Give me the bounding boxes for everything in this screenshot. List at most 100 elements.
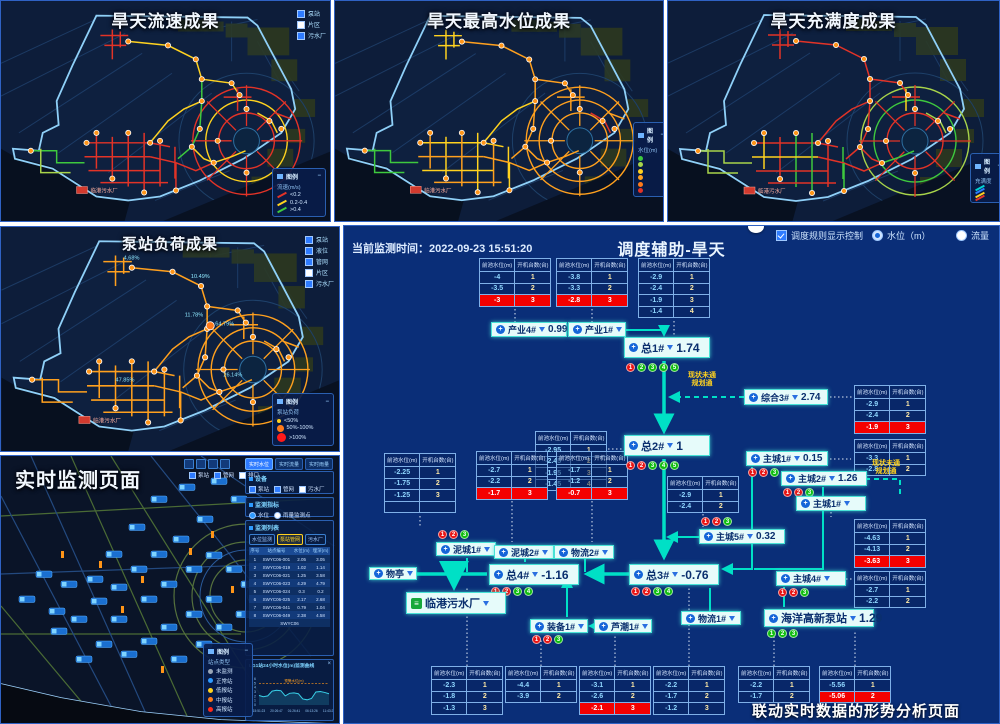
station-node-wl1[interactable]: + 物流1# <box>681 611 741 625</box>
pump-station-marker[interactable] <box>498 42 505 49</box>
monitor-station-pill[interactable] <box>215 623 233 631</box>
station-node-nc1[interactable]: + 泥城1# <box>436 542 496 556</box>
pump-station-marker[interactable] <box>777 175 784 182</box>
pump-station-marker[interactable] <box>878 159 885 166</box>
chevron-down-icon[interactable] <box>824 576 831 581</box>
unit-status-on[interactable]: 3 <box>460 530 469 539</box>
station-node-z3[interactable]: + 总3# -0.76 <box>629 564 719 585</box>
zoom-out-icon[interactable] <box>196 459 206 469</box>
unit-status-on[interactable]: 3 <box>789 629 798 638</box>
pump-station-marker[interactable] <box>761 129 768 136</box>
monitor-station-pill[interactable] <box>120 650 138 658</box>
rule-display-checkbox[interactable] <box>776 230 787 241</box>
pump-station-marker[interactable] <box>161 366 168 373</box>
unit-status-off[interactable]: 2 <box>759 468 768 477</box>
pump-station-marker[interactable] <box>530 125 537 132</box>
pump-station-marker[interactable] <box>165 42 171 49</box>
collapse-icon[interactable]: − <box>317 173 321 179</box>
layer-toggle[interactable]: 液位 <box>304 246 334 255</box>
chevron-down-icon[interactable] <box>850 615 856 621</box>
metric-level-option[interactable]: 水位（m） <box>872 229 931 242</box>
station-node-nc2[interactable]: + 泥城2# <box>494 545 554 559</box>
monitor-row[interactable]: 5 SWYC06-024 0.3 0.2 <box>249 587 330 595</box>
pump-station-marker[interactable] <box>266 117 273 124</box>
monitor-tab[interactable]: 实时水位 <box>245 458 274 470</box>
layer-checkbox[interactable] <box>304 268 313 277</box>
unit-status-off[interactable]: 2 <box>543 635 552 644</box>
pump-station-marker[interactable] <box>417 139 424 146</box>
chevron-down-icon[interactable] <box>532 572 539 577</box>
station-node-cy1[interactable]: + 产业1# <box>568 322 626 337</box>
unit-status-on[interactable]: 2 <box>778 629 787 638</box>
pump-station-marker[interactable] <box>128 264 135 271</box>
unit-status-off[interactable]: 2 <box>637 461 646 470</box>
monitor-station-pill[interactable] <box>35 570 53 578</box>
map-canvas[interactable]: 临港污水厂 <box>335 1 664 222</box>
pump-station-marker[interactable] <box>694 147 701 154</box>
pump-station-marker[interactable] <box>522 143 529 150</box>
monitor-station-pill[interactable] <box>110 615 128 623</box>
monitor-row[interactable]: 6 SWYC06-025 2.17 2.68 <box>249 595 330 603</box>
unit-status-off[interactable]: 2 <box>642 587 651 596</box>
pump-station-marker[interactable] <box>216 388 223 395</box>
layer-checkbox[interactable] <box>296 31 305 40</box>
flow-radio[interactable] <box>956 230 967 241</box>
unit-status-off[interactable]: 2 <box>502 587 511 596</box>
pump-station-marker[interactable] <box>480 139 487 146</box>
unit-status-on[interactable]: 3 <box>800 588 809 597</box>
zoom-in-icon[interactable] <box>184 459 194 469</box>
station-node-zc5[interactable]: + 主城5# 0.32 <box>699 529 785 544</box>
station-node-zc1a[interactable]: + 主城1# 0.15 <box>746 451 828 466</box>
chevron-down-icon[interactable] <box>602 549 609 555</box>
monitor-station-pill[interactable] <box>225 565 243 573</box>
chevron-down-icon[interactable] <box>542 549 549 555</box>
monitor-station-pill[interactable] <box>18 595 36 603</box>
locate-icon[interactable] <box>208 459 218 469</box>
unit-status-off[interactable]: 1 <box>626 461 635 470</box>
unit-status-on[interactable]: 3 <box>513 587 522 596</box>
chevron-down-icon[interactable] <box>483 600 489 606</box>
pump-station-marker[interactable] <box>249 399 257 406</box>
pump-station-marker[interactable] <box>147 139 154 146</box>
unit-status-on[interactable]: 3 <box>723 517 732 526</box>
pump-station-marker[interactable] <box>866 98 873 105</box>
pump-station-marker[interactable] <box>599 117 606 124</box>
monitor-station-pill[interactable] <box>105 550 123 558</box>
unit-status-off[interactable]: 1 <box>532 635 541 644</box>
station-node-zh3[interactable]: + 综合3# 2.74 <box>744 389 828 405</box>
device-checkbox[interactable] <box>299 485 307 493</box>
unit-status-off[interactable]: 2 <box>449 530 458 539</box>
layer-toggle[interactable]: 污水厂 <box>296 31 326 40</box>
pump-station-marker[interactable] <box>856 143 863 150</box>
monitor-station-pill[interactable] <box>205 595 223 603</box>
pump-station-marker[interactable] <box>548 137 555 144</box>
pump-station-marker[interactable] <box>177 417 184 424</box>
pump-station-marker[interactable] <box>157 137 164 144</box>
pump-station-marker[interactable] <box>202 354 209 361</box>
pump-station-marker[interactable] <box>911 106 918 113</box>
map-layer-toggle[interactable]: 泵站 <box>189 471 209 479</box>
unit-status-on[interactable]: 4 <box>659 363 668 372</box>
monitor-row[interactable]: 2 SWYC06-019 1.02 1.14 <box>249 563 330 571</box>
pump-station-marker[interactable] <box>198 98 205 105</box>
layer-toggle[interactable]: 片区 <box>296 20 326 29</box>
unit-status-on[interactable]: 5 <box>670 461 679 470</box>
station-node-wt[interactable]: + 物亭 <box>369 567 417 580</box>
map-canvas[interactable]: 临港污水厂 <box>668 1 1000 222</box>
chevron-down-icon[interactable] <box>672 572 679 577</box>
pump-station-marker[interactable] <box>128 358 135 365</box>
unit-status-off[interactable]: 1 <box>438 530 447 539</box>
pump-station-marker[interactable] <box>824 137 831 144</box>
level-radio[interactable] <box>872 230 883 241</box>
device-toggle[interactable]: 泵站 <box>249 485 269 493</box>
pump-station-marker[interactable] <box>27 147 34 154</box>
metric-flow-option[interactable]: 流量 <box>956 229 989 242</box>
monitor-station-pill[interactable] <box>90 597 108 605</box>
pump-station-marker[interactable] <box>427 129 434 136</box>
monitor-station-pill[interactable] <box>185 565 203 573</box>
monitor-station-pill[interactable] <box>86 575 104 583</box>
chevron-down-icon[interactable] <box>747 534 754 539</box>
pump-station-marker[interactable] <box>112 405 119 412</box>
monitor-station-pill[interactable] <box>60 580 78 588</box>
pump-station-marker[interactable] <box>85 368 93 375</box>
